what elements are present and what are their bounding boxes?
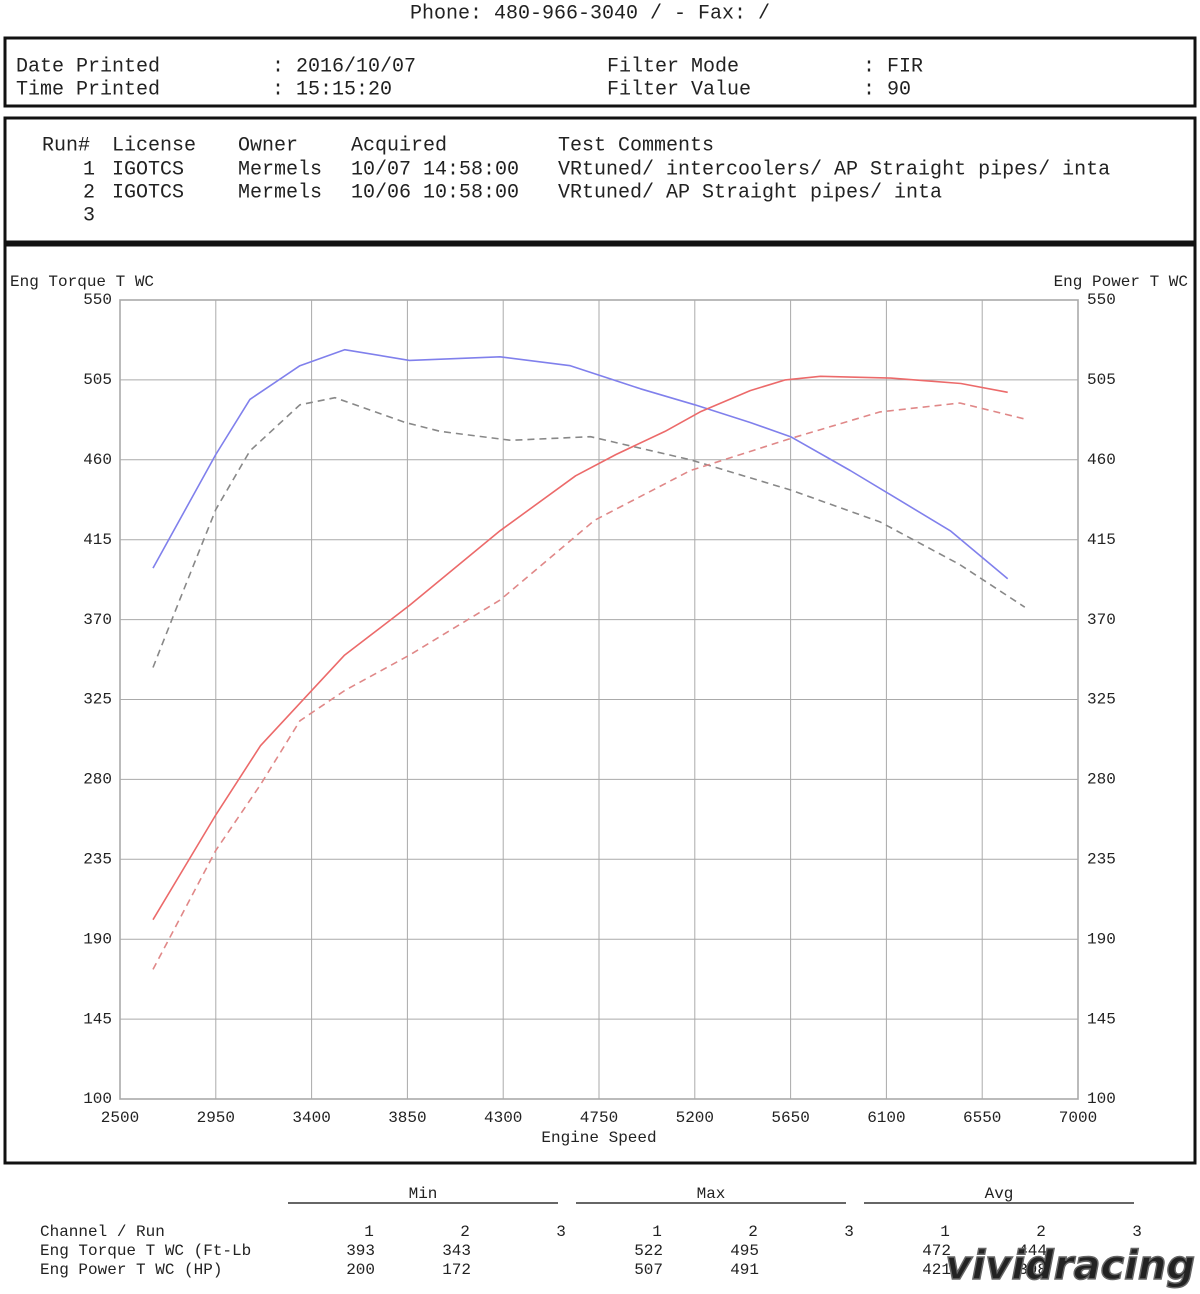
y-tick-label: 145 <box>83 1010 112 1028</box>
stats-value: 522 <box>634 1242 663 1260</box>
info-value: : 90 <box>863 78 911 101</box>
contact: Phone: 480-966-3040 / - Fax: / <box>410 2 770 25</box>
stats-value: 343 <box>442 1242 471 1260</box>
y2-tick-label: 505 <box>1087 371 1116 389</box>
chart-box <box>3 243 1197 1165</box>
info-label: Date Printed <box>16 55 160 78</box>
stats-group: Avg <box>985 1185 1014 1203</box>
runs-cell: 3 <box>83 204 95 227</box>
runs-header: Test Comments <box>558 134 714 157</box>
y-tick-label: 550 <box>83 291 112 309</box>
y2-tick-label: 370 <box>1087 611 1116 629</box>
x-tick-label: 3850 <box>388 1109 426 1127</box>
info-box <box>3 36 1197 108</box>
x-tick-label: 5650 <box>771 1109 809 1127</box>
stats-run: 1 <box>652 1223 662 1241</box>
stats-channel-header: Channel / Run <box>40 1223 165 1241</box>
runs-header: Acquired <box>351 134 447 157</box>
y2-tick-label: 190 <box>1087 930 1116 948</box>
x-tick-label: 3400 <box>292 1109 330 1127</box>
runs-cell: VRtuned/ intercoolers/ AP Straight pipes… <box>558 158 1110 181</box>
runs-cell: IGOTCS <box>112 158 184 181</box>
runs-header: License <box>112 134 196 157</box>
x-tick-label: 6100 <box>867 1109 905 1127</box>
stats-value: 472 <box>922 1242 951 1260</box>
stats-value: 495 <box>730 1242 759 1260</box>
runs-header: Run# <box>42 134 90 157</box>
stats-value: 507 <box>634 1261 663 1279</box>
runs-cell: IGOTCS <box>112 181 184 204</box>
stats-value: 393 <box>346 1242 375 1260</box>
info-value: : FIR <box>863 55 923 78</box>
y2-tick-label: 145 <box>1087 1010 1116 1028</box>
y2-tick-label: 550 <box>1087 291 1116 309</box>
y2-tick-label: 460 <box>1087 451 1116 469</box>
stats-run: 2 <box>748 1223 758 1241</box>
stats-run: 2 <box>1036 1223 1046 1241</box>
y2-tick-label: 325 <box>1087 691 1116 709</box>
x-tick-label: 6550 <box>963 1109 1001 1127</box>
stats-group: Min <box>409 1185 438 1203</box>
x-tick-label: 2950 <box>197 1109 235 1127</box>
stats-value: 421 <box>922 1261 951 1279</box>
stats-group: Max <box>697 1185 726 1203</box>
y2-tick-label: 415 <box>1087 531 1116 549</box>
x-tick-label: 5200 <box>676 1109 714 1127</box>
stats-run: 1 <box>940 1223 950 1241</box>
stats-value: 200 <box>346 1261 375 1279</box>
stats-channel: Eng Torque T WC (Ft-Lb <box>40 1242 251 1260</box>
y-axis-title: Eng Torque T WC <box>10 273 154 291</box>
stats-run: 3 <box>1132 1223 1142 1241</box>
x-tick-label: 2500 <box>101 1109 139 1127</box>
stats-run: 3 <box>844 1223 854 1241</box>
info-label: Filter Value <box>607 78 751 101</box>
y2-tick-label: 100 <box>1087 1090 1116 1108</box>
info-label: Filter Mode <box>607 55 739 78</box>
x-axis-title: Engine Speed <box>541 1129 656 1147</box>
y-tick-label: 100 <box>83 1090 112 1108</box>
runs-cell: 10/07 14:58:00 <box>351 158 519 181</box>
stats-channel: Eng Power T WC (HP) <box>40 1261 222 1279</box>
stats-value: 491 <box>730 1261 759 1279</box>
runs-cell: 10/06 10:58:00 <box>351 181 519 204</box>
runs-cell: VRtuned/ AP Straight pipes/ inta <box>558 181 942 204</box>
watermark: vividracing <box>946 1243 1195 1289</box>
stats-value: 172 <box>442 1261 471 1279</box>
y-tick-label: 370 <box>83 611 112 629</box>
y-tick-label: 460 <box>83 451 112 469</box>
info-value: : 15:15:20 <box>272 78 392 101</box>
y-tick-label: 280 <box>83 771 112 789</box>
series-line <box>152 402 1025 970</box>
series-line <box>152 375 1008 921</box>
series-line <box>152 396 1026 668</box>
stats-value: 398 <box>1018 1261 1047 1279</box>
info-label: Time Printed <box>16 78 160 101</box>
stats-run: 3 <box>556 1223 566 1241</box>
runs-cell: Mermels <box>238 158 322 181</box>
stats-run: 2 <box>460 1223 470 1241</box>
y-tick-label: 235 <box>83 851 112 869</box>
y-tick-label: 325 <box>83 691 112 709</box>
runs-cell: Mermels <box>238 181 322 204</box>
stats-run: 1 <box>364 1223 374 1241</box>
stats-value: 444 <box>1018 1242 1047 1260</box>
y-tick-label: 415 <box>83 531 112 549</box>
x-tick-label: 7000 <box>1059 1109 1097 1127</box>
runs-cell: 1 <box>83 158 95 181</box>
series-line <box>152 348 1009 580</box>
runs-cell: 2 <box>83 181 95 204</box>
y2-tick-label: 280 <box>1087 771 1116 789</box>
info-value: : 2016/10/07 <box>272 55 416 78</box>
x-tick-label: 4750 <box>580 1109 618 1127</box>
y-tick-label: 190 <box>83 930 112 948</box>
runs-header: Owner <box>238 134 298 157</box>
runs-box <box>3 116 1197 244</box>
y-tick-label: 505 <box>83 371 112 389</box>
y2-axis-title: Eng Power T WC <box>1054 273 1188 291</box>
y2-tick-label: 235 <box>1087 851 1116 869</box>
x-tick-label: 4300 <box>484 1109 522 1127</box>
